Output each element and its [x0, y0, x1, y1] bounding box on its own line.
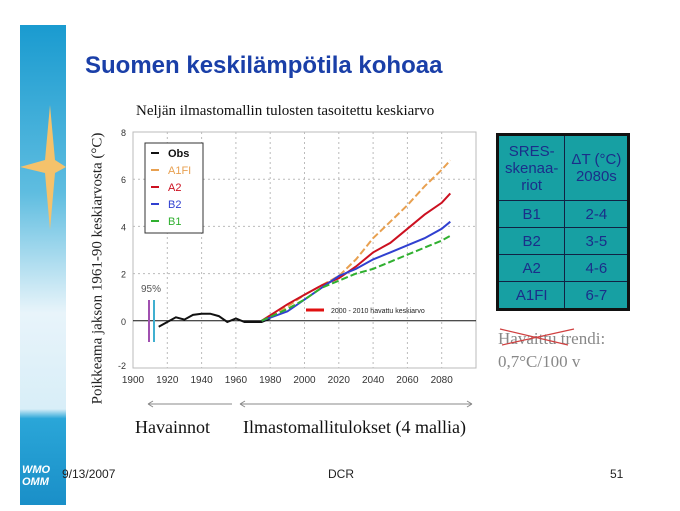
y-tick-label: 8: [121, 128, 126, 138]
observed-mean-label: 2000 - 2010 havattu keskiarvo: [331, 308, 425, 315]
series-line-b1: [261, 234, 451, 322]
compass-star-icon: [20, 105, 66, 230]
y-tick-label: 0: [121, 317, 126, 327]
legend-label: B1: [168, 216, 181, 228]
decorative-sidebar-strip: [20, 25, 66, 505]
table-row: B2 3-5: [496, 227, 630, 255]
table-row: A2 4-6: [496, 254, 630, 282]
wmo-logo: WMO OMM: [22, 464, 51, 488]
y-tick-label: 2: [121, 270, 126, 280]
y-tick-label: 4: [121, 222, 126, 232]
x-tick-label: 2000: [293, 375, 316, 386]
footer-date: 9/13/2007: [62, 467, 116, 481]
series-line-obs: [158, 312, 271, 328]
y-tick-label: -2: [118, 361, 126, 371]
ci-label: 95%: [141, 284, 161, 295]
footer-center: DCR: [328, 467, 354, 481]
strike-mark: [499, 328, 575, 346]
x-tick-label: 2080: [431, 375, 454, 386]
range-arrows: [147, 400, 473, 408]
x-tick-label: 1900: [122, 375, 145, 386]
x-tick-label: 1940: [190, 375, 213, 386]
legend-label: A1FI: [168, 165, 191, 177]
table-header: SRES-skenaa-riot: [496, 134, 566, 201]
table-row: A1FI 6-7: [496, 281, 630, 310]
x-tick-label: 2040: [362, 375, 385, 386]
x-tick-label: 1920: [156, 375, 179, 386]
page-number: 51: [610, 467, 624, 481]
legend-label: B2: [168, 199, 181, 211]
x-tick-label: 2020: [328, 375, 351, 386]
x-tick-label: 1980: [259, 375, 282, 386]
table-row: B1 2-4: [496, 200, 630, 228]
series-line-a2: [261, 192, 452, 322]
y-tick-label: 6: [121, 175, 126, 185]
slide-title: Suomen keskilämpötila kohoaa: [85, 52, 443, 79]
x-tick-label: 2060: [396, 375, 419, 386]
sres-table: SRES-skenaa-riot ΔT (°C) 2080s B1 2-4 B2 3-…: [496, 133, 631, 311]
models-label: Ilmastomallitulokset (4 mallia): [243, 417, 466, 437]
legend-label: Obs: [168, 148, 189, 160]
trend-note: Havaittu trendi: 0,7°C/100 v: [498, 328, 606, 371]
observations-label: Havainnot: [135, 417, 210, 437]
table-header: ΔT (°C) 2080s: [564, 134, 630, 201]
x-tick-label: 1960: [225, 375, 248, 386]
legend-label: A2: [168, 182, 181, 194]
chart-title: Neljän ilmastomallin tulosten tasoitettu…: [136, 103, 435, 119]
